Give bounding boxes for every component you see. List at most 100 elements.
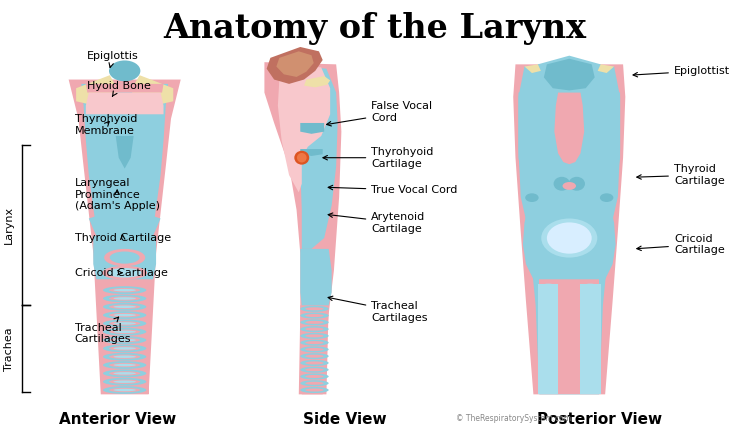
Ellipse shape [103, 328, 146, 336]
Ellipse shape [103, 286, 146, 294]
Ellipse shape [300, 367, 328, 373]
Ellipse shape [113, 381, 136, 383]
Ellipse shape [103, 319, 146, 327]
Text: Epiglottist: Epiglottist [633, 66, 730, 77]
Text: Epiglottis: Epiglottis [87, 51, 139, 67]
Polygon shape [276, 51, 314, 77]
Ellipse shape [300, 312, 328, 319]
Ellipse shape [103, 378, 146, 385]
Ellipse shape [300, 360, 328, 366]
Text: Thyroid Cartilage: Thyroid Cartilage [74, 233, 171, 243]
Polygon shape [69, 80, 181, 394]
Ellipse shape [109, 388, 140, 392]
Ellipse shape [580, 385, 599, 392]
Polygon shape [554, 93, 584, 164]
Polygon shape [76, 75, 117, 106]
Ellipse shape [525, 193, 538, 202]
Ellipse shape [305, 388, 324, 392]
Text: Thyroid
Cartilage: Thyroid Cartilage [637, 164, 724, 186]
Polygon shape [538, 284, 558, 394]
Ellipse shape [109, 371, 140, 375]
Ellipse shape [300, 380, 328, 386]
Polygon shape [93, 236, 156, 279]
Ellipse shape [103, 353, 146, 361]
Ellipse shape [300, 306, 328, 312]
Ellipse shape [580, 354, 599, 361]
Ellipse shape [103, 361, 146, 369]
Ellipse shape [568, 177, 585, 191]
Ellipse shape [539, 370, 558, 377]
Ellipse shape [103, 336, 146, 344]
Polygon shape [533, 55, 605, 99]
Text: Tracheal
Cartilages: Tracheal Cartilages [74, 317, 131, 344]
Ellipse shape [300, 333, 328, 339]
Ellipse shape [113, 347, 136, 350]
Polygon shape [86, 84, 164, 93]
Ellipse shape [109, 354, 140, 359]
Text: Trachea: Trachea [4, 327, 13, 371]
Ellipse shape [305, 328, 324, 331]
Ellipse shape [300, 374, 328, 379]
Ellipse shape [600, 193, 613, 202]
Ellipse shape [109, 363, 140, 367]
Ellipse shape [109, 296, 140, 301]
Ellipse shape [110, 252, 140, 264]
Ellipse shape [103, 369, 146, 377]
Ellipse shape [113, 330, 136, 333]
Text: © TheRespiratorySystem.com: © TheRespiratorySystem.com [456, 413, 571, 423]
Ellipse shape [580, 370, 599, 377]
Polygon shape [132, 75, 173, 106]
Polygon shape [518, 66, 620, 394]
Ellipse shape [300, 326, 328, 332]
Ellipse shape [305, 375, 324, 378]
Ellipse shape [113, 339, 136, 341]
Ellipse shape [539, 291, 558, 298]
Ellipse shape [539, 330, 558, 337]
Ellipse shape [305, 314, 324, 317]
Ellipse shape [539, 378, 558, 385]
Ellipse shape [103, 295, 146, 302]
Ellipse shape [103, 386, 146, 394]
Ellipse shape [542, 218, 597, 257]
Ellipse shape [305, 307, 324, 310]
Ellipse shape [547, 222, 592, 253]
Ellipse shape [113, 305, 136, 308]
Ellipse shape [113, 364, 136, 366]
Ellipse shape [580, 307, 599, 314]
Ellipse shape [300, 340, 328, 346]
Text: False Vocal
Cord: False Vocal Cord [327, 101, 433, 126]
Ellipse shape [109, 288, 140, 292]
Ellipse shape [109, 313, 140, 317]
Ellipse shape [109, 346, 140, 350]
Text: Hyoid Bone: Hyoid Bone [87, 81, 152, 96]
Ellipse shape [113, 389, 136, 391]
Polygon shape [116, 136, 134, 169]
Text: Posterior View: Posterior View [536, 412, 662, 427]
Ellipse shape [109, 338, 140, 342]
Text: Cricoid Cartilage: Cricoid Cartilage [74, 268, 167, 278]
Ellipse shape [539, 299, 558, 306]
Polygon shape [304, 76, 330, 87]
Ellipse shape [113, 372, 136, 375]
Ellipse shape [109, 305, 140, 309]
Ellipse shape [554, 177, 570, 191]
Ellipse shape [300, 347, 328, 353]
Ellipse shape [539, 323, 558, 329]
Ellipse shape [305, 348, 324, 351]
Ellipse shape [580, 323, 599, 329]
Polygon shape [278, 64, 330, 192]
Polygon shape [300, 305, 328, 394]
Polygon shape [86, 93, 164, 114]
Polygon shape [523, 205, 616, 279]
Ellipse shape [305, 361, 324, 364]
Polygon shape [88, 214, 160, 240]
Polygon shape [544, 59, 595, 90]
Ellipse shape [305, 321, 324, 324]
Ellipse shape [113, 355, 136, 358]
Ellipse shape [113, 314, 136, 316]
Ellipse shape [109, 329, 140, 334]
Ellipse shape [102, 266, 147, 280]
Text: Thyrohyoid
Membrane: Thyrohyoid Membrane [74, 114, 137, 136]
Polygon shape [598, 64, 614, 73]
Polygon shape [580, 88, 620, 201]
